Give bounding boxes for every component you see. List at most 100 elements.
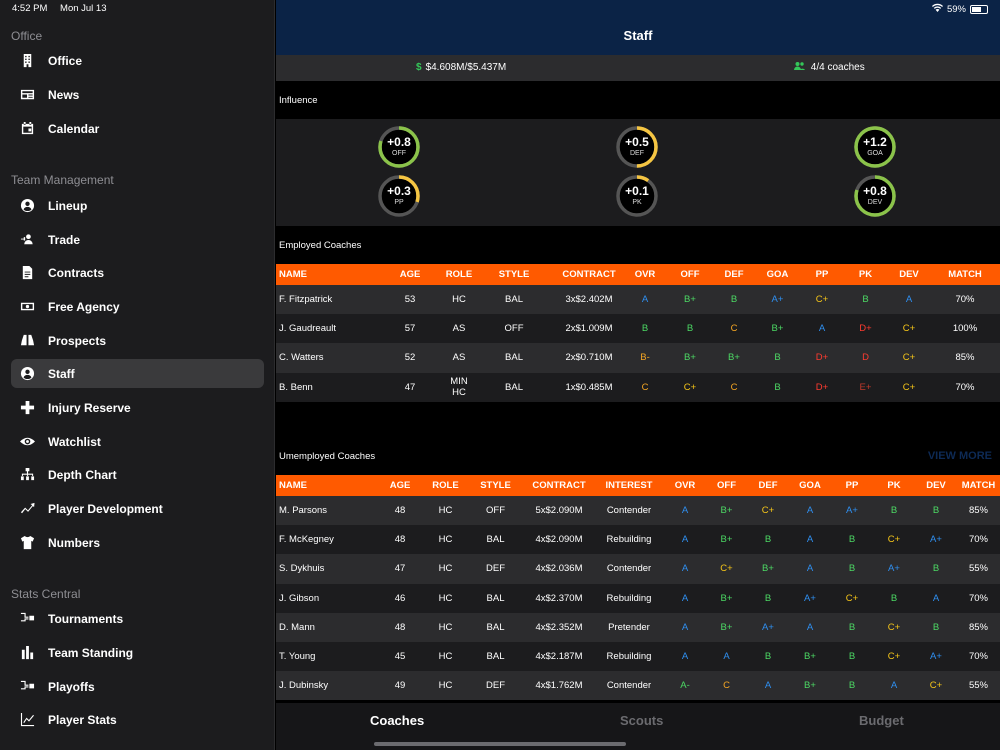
column-header-ovr[interactable]: OVR: [624, 264, 666, 285]
column-header-dev[interactable]: DEV: [915, 475, 957, 496]
table-row[interactable]: D. Mann 48 HC BAL 4x$2.352M Pretender A B+ A+ A B C…: [276, 612, 1000, 642]
sidebar-item-calendar[interactable]: Calendar: [11, 114, 264, 143]
column-header-role[interactable]: ROLE: [444, 264, 474, 285]
cell-def: C+: [747, 496, 789, 526]
sidebar-item-label: Contracts: [48, 265, 105, 280]
cell-contract: 1x$0.485M: [554, 372, 624, 402]
column-header-contract[interactable]: CONTRACT: [554, 264, 624, 285]
sidebar-item-office[interactable]: Office: [11, 46, 264, 75]
cell-match: 85%: [930, 343, 1000, 373]
sidebar-item-label: Prospects: [48, 333, 107, 348]
cell-age: 47: [376, 554, 424, 584]
tab-coaches[interactable]: Coaches: [370, 713, 425, 728]
table-row[interactable]: F. McKegney 48 HC BAL 4x$2.090M Rebuilding A B+…: [276, 525, 1000, 555]
sidebar-item-player-stats[interactable]: Player Stats: [11, 705, 264, 734]
column-header-name[interactable]: NAME: [276, 264, 376, 285]
cell-def: B+: [714, 343, 754, 373]
table-row[interactable]: C. Watters 52 AS BAL 2x$0.710M B- B+ B+ B D+ D C+ 85…: [276, 343, 1000, 373]
table-row[interactable]: T. Young 45 HC BAL 4x$2.187M Rebuilding A A B B+ B…: [276, 641, 1000, 672]
column-header-off[interactable]: OFF: [666, 264, 714, 285]
cell-match: 85%: [957, 612, 1000, 642]
sidebar-item-contracts[interactable]: Contracts: [11, 258, 264, 287]
table-row[interactable]: S. Dykhuis 47 HC DEF 4x$2.036M Contender A C+ B+…: [276, 554, 1000, 584]
tab-scouts[interactable]: Scouts: [620, 713, 664, 728]
sidebar-item-player-development[interactable]: Player Development: [11, 494, 264, 523]
sidebar-item-prospects[interactable]: Prospects: [11, 326, 264, 355]
cell-style: BAL: [467, 612, 524, 642]
sidebar-item-depth-chart[interactable]: Depth Chart: [11, 460, 264, 489]
column-header-match[interactable]: MATCH: [930, 264, 1000, 285]
sidebar-item-trade[interactable]: Trade: [11, 225, 264, 254]
column-header-def[interactable]: DEF: [747, 475, 789, 496]
cell-off: B+: [706, 496, 747, 526]
column-header-pp[interactable]: PP: [831, 475, 873, 496]
column-header-def[interactable]: DEF: [714, 264, 754, 285]
cell-goa: A+: [754, 285, 801, 315]
table-row[interactable]: F. Fitzpatrick 53 HC BAL 3x$2.402M A B+ B A+ C+ B A…: [276, 285, 1000, 315]
column-header-goa[interactable]: GOA: [789, 475, 831, 496]
column-header-age[interactable]: AGE: [376, 475, 424, 496]
cell-off: A: [706, 641, 747, 672]
cell-dev: A+: [915, 525, 957, 555]
sidebar-item-numbers[interactable]: Numbers: [11, 528, 264, 557]
column-header-style[interactable]: STYLE: [474, 264, 554, 285]
column-header-name[interactable]: NAME: [276, 475, 376, 496]
sidebar-item-team-standing[interactable]: Team Standing: [11, 638, 264, 667]
column-header-contract[interactable]: CONTRACT: [524, 475, 594, 496]
table-row[interactable]: M. Parsons 48 HC OFF 5x$2.090M Contender A B+ C+…: [276, 496, 1000, 526]
cell-off: B: [666, 314, 714, 344]
column-header-role[interactable]: ROLE: [424, 475, 467, 496]
column-header-age[interactable]: AGE: [376, 264, 444, 285]
sidebar-item-free-agency[interactable]: Free Agency: [11, 292, 264, 321]
building-icon: [19, 53, 35, 69]
sidebar-item-tournaments[interactable]: Tournaments: [11, 604, 264, 633]
sidebar-item-watchlist[interactable]: Watchlist: [11, 427, 264, 456]
sidebar-item-staff[interactable]: Staff: [11, 359, 264, 388]
sidebar-item-injury-reserve[interactable]: Injury Reserve: [11, 393, 264, 422]
cell-interest: Rebuilding: [594, 583, 664, 613]
sidebar-item-playoffs[interactable]: Playoffs: [11, 672, 264, 701]
top-bar: 59% Staff: [276, 0, 1000, 55]
column-header-dev[interactable]: DEV: [888, 264, 930, 285]
cell-style: DEF: [467, 671, 524, 701]
coach-count: 4/4 coaches: [794, 62, 865, 73]
influence-gauge-goa: +1.2 GOA: [853, 125, 897, 169]
column-header-pk[interactable]: PK: [873, 475, 915, 496]
cell-role: AS: [444, 343, 474, 373]
sidebar-item-label: Depth Chart: [48, 467, 117, 482]
cell-def: A: [747, 671, 789, 701]
cell-goa: B+: [789, 671, 831, 701]
sidebar-item-lineup[interactable]: Lineup: [11, 191, 264, 220]
column-header-match[interactable]: MATCH: [957, 475, 1000, 496]
sidebar-item-label: News: [48, 87, 80, 102]
sidebar-item-label: Player Stats: [48, 712, 117, 727]
calendar-icon: [19, 121, 35, 137]
cell-off: B+: [666, 285, 714, 315]
bar-chart-icon: [19, 645, 35, 661]
table-row[interactable]: J. Dubinsky 49 HC DEF 4x$1.762M Contender A- C A…: [276, 671, 1000, 701]
cell-dev: A: [915, 583, 957, 613]
cell-name: T. Young: [276, 641, 376, 672]
column-header-pk[interactable]: PK: [843, 264, 888, 285]
tab-budget[interactable]: Budget: [859, 713, 904, 728]
home-indicator[interactable]: [374, 742, 626, 746]
cell-match: 100%: [930, 314, 1000, 344]
column-header-style[interactable]: STYLE: [467, 475, 524, 496]
column-header-off[interactable]: OFF: [706, 475, 747, 496]
status-date: Mon Jul 13: [60, 3, 107, 14]
sidebar-item-news[interactable]: News: [11, 80, 264, 109]
table-row[interactable]: J. Gaudreault 57 AS OFF 2x$1.009M B B C B+ A D+ C+ 1…: [276, 314, 1000, 344]
view-more-link[interactable]: VIEW MORE: [927, 450, 992, 462]
cell-name: J. Gibson: [276, 583, 376, 613]
column-header-goa[interactable]: GOA: [754, 264, 801, 285]
cell-def: B: [747, 641, 789, 672]
cell-pp: D+: [801, 372, 843, 402]
column-header-interest[interactable]: INTEREST: [594, 475, 664, 496]
table-row[interactable]: B. Benn 47 MIN HC BAL 1x$0.485M C C+ C B D+ E+ C+ 70…: [276, 372, 1000, 402]
column-header-ovr[interactable]: OVR: [664, 475, 706, 496]
table-row[interactable]: J. Gibson 46 HC BAL 4x$2.370M Rebuilding A B+ B A…: [276, 583, 1000, 613]
column-header-pp[interactable]: PP: [801, 264, 843, 285]
battery-percent: 59%: [946, 3, 966, 15]
cell-age: 46: [376, 583, 424, 613]
cell-role: HC: [424, 583, 467, 613]
